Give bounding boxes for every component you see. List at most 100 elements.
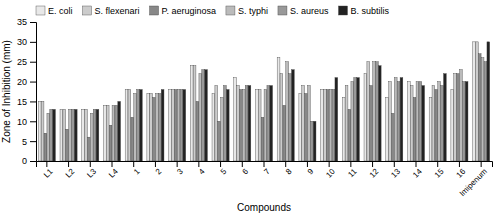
bar (270, 86, 273, 161)
y-tick-label: 35 (17, 17, 27, 27)
bar-series (44, 54, 481, 161)
bar (190, 66, 193, 161)
bar (460, 70, 463, 161)
bar (308, 86, 311, 161)
bar (66, 129, 69, 161)
x-tick: 1 (132, 161, 142, 176)
bar (248, 86, 251, 161)
bar (82, 109, 85, 161)
y-tick-label: 0 (22, 156, 27, 166)
x-tick: 6 (241, 161, 251, 176)
bar (215, 86, 218, 161)
bar (199, 74, 202, 161)
x-tick-label: 4 (197, 167, 207, 177)
x-tick-mark (372, 161, 373, 167)
y-tick-label: 5 (22, 137, 27, 147)
x-tick-mark (285, 161, 286, 167)
bar (109, 125, 112, 161)
bar (286, 62, 289, 161)
x-tick-mark (437, 161, 438, 167)
bar (473, 42, 476, 161)
bar (389, 82, 392, 161)
x-tick-mark (459, 161, 460, 167)
bar (60, 109, 63, 161)
y-axis-title: Zone of Inhibition (mm) (1, 40, 12, 143)
bar (169, 90, 172, 161)
x-tick-mark (242, 161, 243, 167)
x-tick-label: L4 (107, 167, 120, 180)
bar-series (41, 42, 478, 161)
bar (147, 93, 150, 161)
bar (258, 90, 261, 161)
bar (212, 93, 215, 161)
bar (292, 70, 295, 161)
legend-label: S. aureus (290, 6, 329, 16)
x-tick: 2 (154, 161, 164, 176)
bar (50, 109, 53, 161)
bar (156, 93, 159, 161)
y-tick: 35 (17, 17, 36, 27)
bar (376, 62, 379, 161)
bar (457, 74, 460, 161)
x-tick-mark (112, 161, 113, 167)
legend-label: B. subtilis (350, 6, 389, 16)
x-tick-mark (220, 161, 221, 167)
bar (438, 82, 441, 161)
legend-item: S. aureus (278, 6, 329, 16)
legend-label: S. flexenari (95, 6, 140, 16)
x-tick-mark (177, 161, 178, 167)
bar (323, 90, 326, 161)
bar (196, 101, 199, 161)
bar (481, 58, 484, 161)
bar-series (47, 58, 484, 161)
legend-label: E. coli (48, 6, 73, 16)
bar (255, 90, 258, 161)
plot-area: 05101520253035L1L2L3L4123456789101112131… (17, 17, 493, 198)
x-tick: 8 (284, 161, 294, 176)
x-tick-label: L2 (64, 167, 77, 180)
bar (289, 74, 292, 161)
y-tick-label: 10 (17, 117, 27, 127)
legend-item: S. flexenari (83, 6, 140, 16)
bars (38, 42, 489, 161)
bar (125, 90, 128, 161)
bar (394, 78, 397, 161)
legend-item: B. subtilis (338, 6, 389, 16)
bar (261, 117, 264, 161)
bar (237, 86, 240, 161)
bar (373, 62, 376, 161)
bar (202, 70, 205, 161)
bar (410, 86, 413, 161)
bar (302, 86, 305, 161)
bar (321, 90, 324, 161)
bar (72, 109, 75, 161)
x-tick: L3 (85, 161, 98, 180)
x-tick: 12 (368, 161, 381, 180)
x-tick-mark (46, 161, 47, 167)
bar (277, 58, 280, 161)
x-tick-mark (329, 161, 330, 167)
bar (367, 62, 370, 161)
legend-swatch (83, 6, 92, 15)
bar (74, 109, 77, 161)
x-tick: 13 (389, 161, 402, 180)
bar (153, 97, 156, 161)
x-axis-line (37, 162, 493, 168)
x-tick-label: 16 (455, 167, 468, 180)
bar (326, 90, 329, 161)
y-axis: 05101520253035 (17, 17, 37, 166)
bar (242, 90, 245, 161)
legend: E. coliS. flexenariP. aeruginosaS. typhi… (36, 6, 389, 16)
x-tick: 7 (262, 161, 272, 176)
bar (85, 109, 88, 161)
bar (283, 105, 286, 161)
bar (221, 97, 224, 161)
x-tick: L4 (107, 161, 120, 180)
bar (378, 66, 381, 161)
legend-swatch (150, 6, 159, 15)
y-tick-mark (30, 22, 36, 23)
x-tick-mark (416, 161, 417, 167)
bar (90, 113, 93, 161)
chart: 05101520253035L1L2L3L4123456789101112131… (0, 0, 500, 215)
x-tick-label: 2 (154, 167, 164, 177)
